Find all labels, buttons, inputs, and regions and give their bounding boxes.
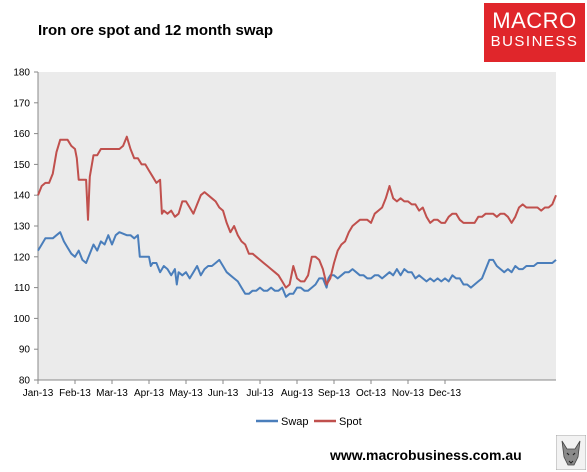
x-tick-label: Jul-13 [246,388,274,399]
y-tick-label: 160 [13,129,30,140]
x-tick-label: May-13 [169,388,203,399]
y-tick-label: 180 [13,68,30,79]
y-tick-label: 130 [13,222,30,233]
y-tick-label: 120 [13,252,30,263]
y-tick-label: 110 [14,283,30,294]
series-spot-line [37,135,557,289]
x-tick-label: Feb-13 [59,388,91,399]
y-tick-label: 100 [13,314,30,325]
legend-spot-label: Spot [339,416,362,428]
x-tick-label: Oct-13 [356,388,386,399]
x-tick-label: Jan-13 [23,388,54,399]
x-tick-label: Jun-13 [208,388,239,399]
y-tick-label: 80 [19,376,31,387]
legend-swap-label: Swap [281,416,309,428]
macro-business-logo: MACRO BUSINESS [484,3,585,62]
y-tick-label: 150 [13,160,30,171]
y-tick-label: 170 [13,98,30,109]
y-tick-label: 90 [19,345,31,356]
logo-line-1: MACRO [492,8,577,33]
series-swap-line [37,231,557,298]
footer-url[interactable]: www.macrobusiness.com.au [330,447,522,463]
chart-title: Iron ore spot and 12 month swap [38,22,274,39]
y-tick-label: 140 [13,191,30,202]
plot-area [38,72,556,380]
x-tick-label: Apr-13 [134,388,164,399]
wolf-mascot-icon [556,435,586,470]
x-tick-label: Aug-13 [281,388,314,399]
x-tick-label: Nov-13 [392,388,425,399]
logo-line-2: BUSINESS [490,33,579,50]
x-tick-label: Mar-13 [96,388,128,399]
x-tick-label: Dec-13 [429,388,462,399]
x-tick-label: Sep-13 [318,388,351,399]
